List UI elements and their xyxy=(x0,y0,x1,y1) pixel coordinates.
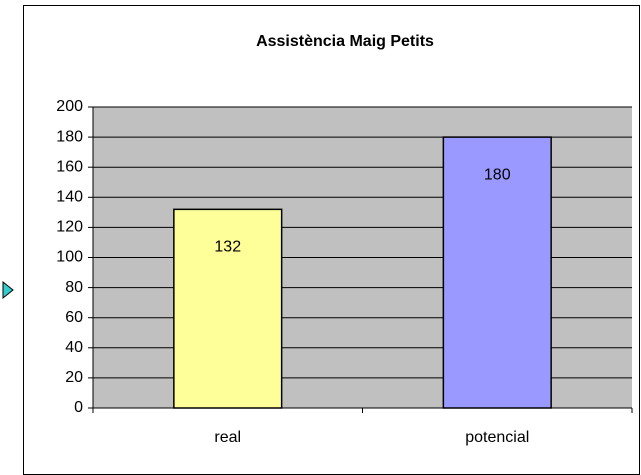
y-tick-label: 40 xyxy=(65,339,83,356)
data-label: 180 xyxy=(484,166,511,183)
data-label: 132 xyxy=(214,239,241,256)
y-tick-label: 60 xyxy=(65,309,83,326)
x-tick-label: real xyxy=(214,429,241,446)
y-tick-label: 140 xyxy=(56,189,83,206)
y-tick-label: 160 xyxy=(56,158,83,175)
y-tick-label: 180 xyxy=(56,128,83,145)
y-tick-label: 0 xyxy=(74,399,83,416)
y-tick-label: 100 xyxy=(56,249,83,266)
bar xyxy=(442,136,552,409)
y-tick-label: 120 xyxy=(56,219,83,236)
bar xyxy=(173,208,283,409)
x-tick-label: potencial xyxy=(465,429,529,446)
chart-title: Assistència Maig Petits xyxy=(256,33,434,50)
y-tick-label: 80 xyxy=(65,279,83,296)
y-tick-label: 200 xyxy=(56,98,83,115)
y-tick-label: 20 xyxy=(65,369,83,386)
arrow-marker xyxy=(2,280,14,300)
